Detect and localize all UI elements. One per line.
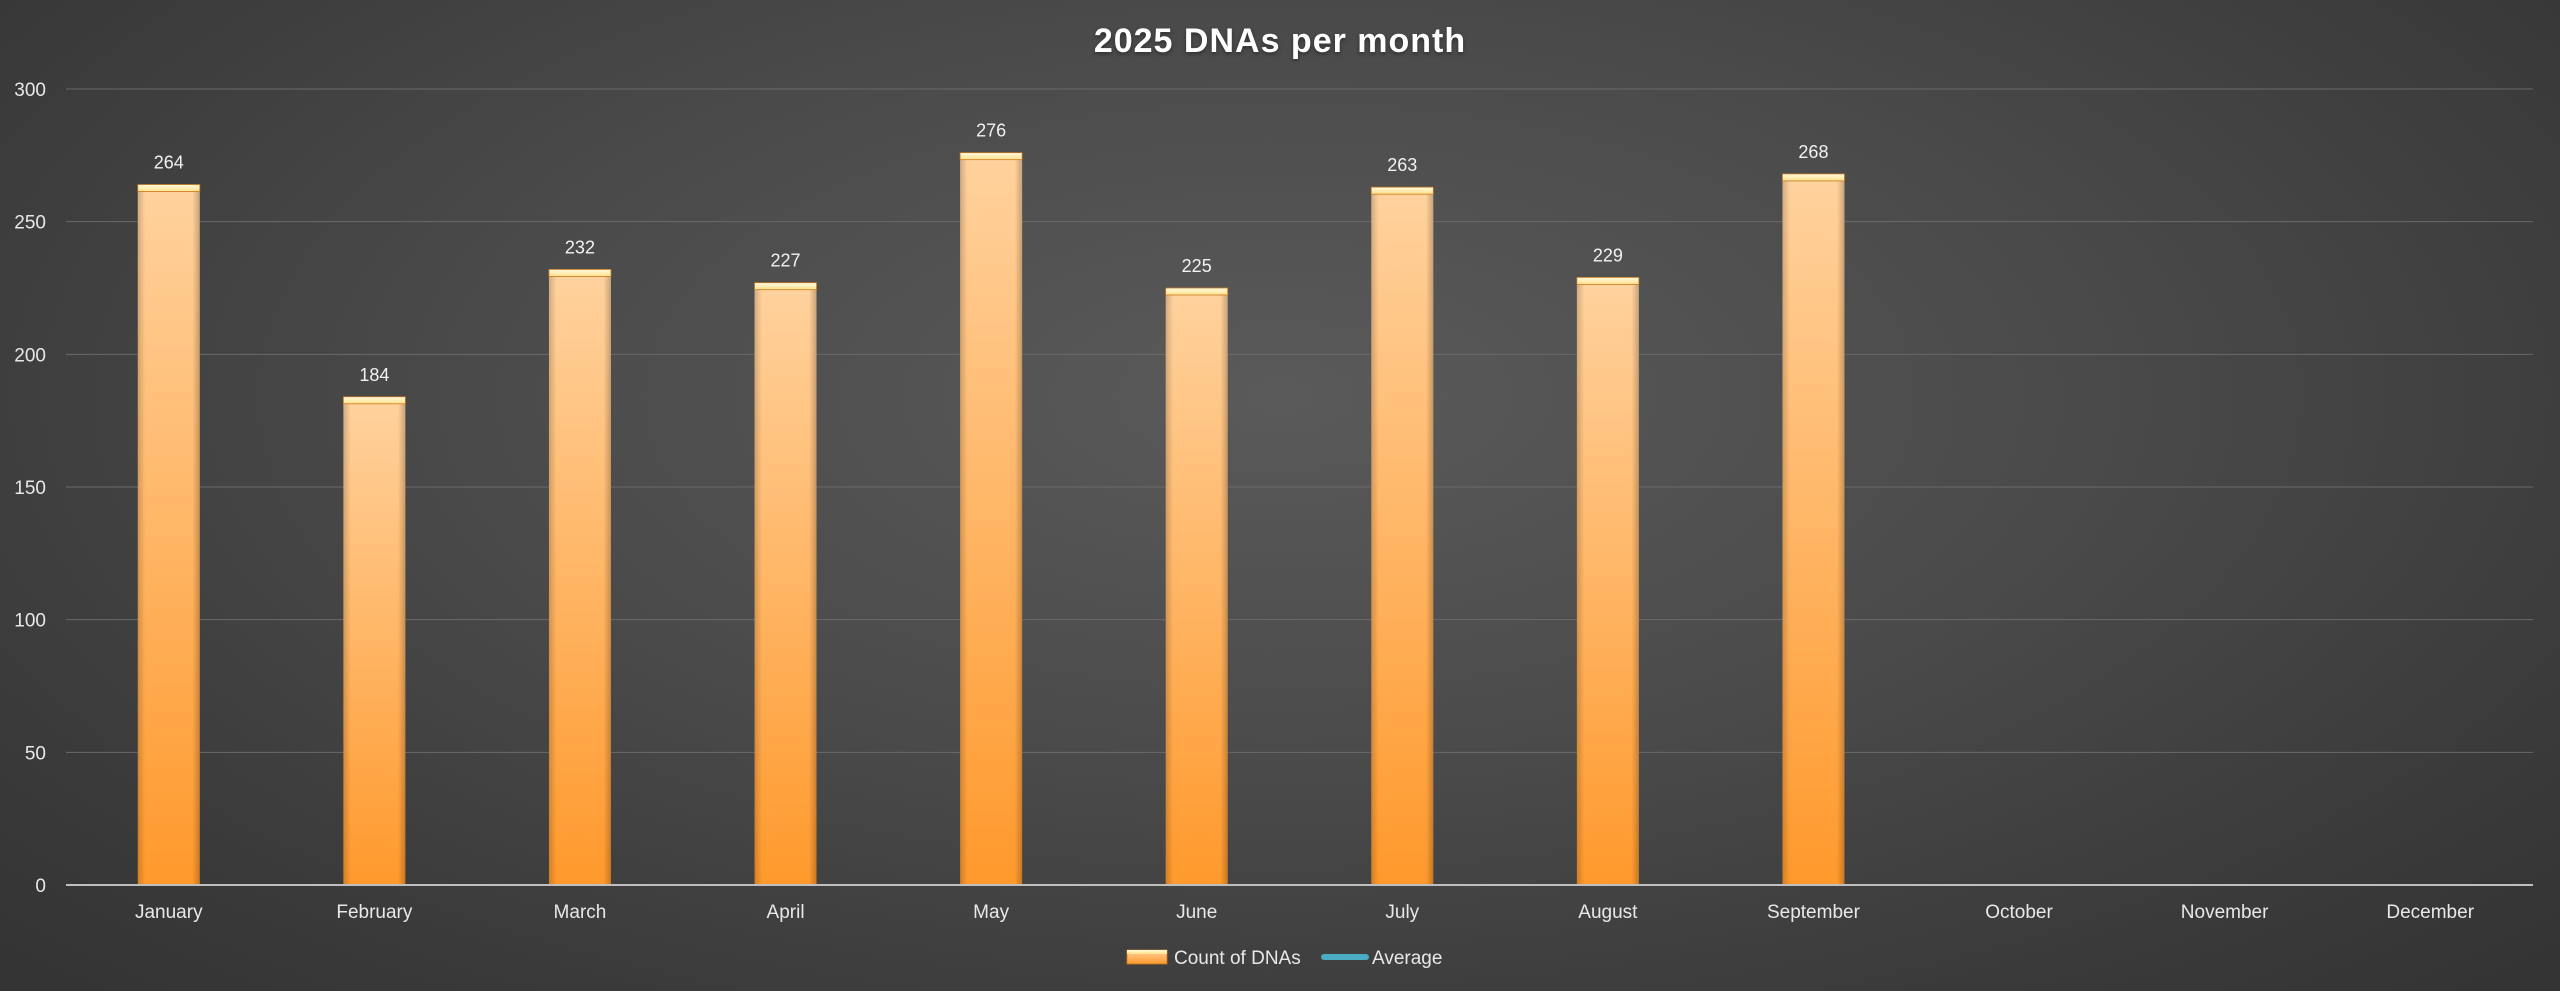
legend-item-average: Average [1321,948,1442,969]
bar-march [548,269,612,886]
legend-label-count: Count of DNAs [1174,948,1301,969]
y-tick-label: 150 [14,478,46,499]
x-tick-label: May [973,902,1009,923]
gridlines [66,88,2533,753]
bar-shade [754,282,817,885]
data-label: 184 [359,365,389,385]
data-labels: 264 184 232 227 276 225 263 229 268 [154,121,1829,385]
legend: Count of DNAs Average [1126,948,1442,969]
x-tick-label: June [1176,902,1217,923]
y-tick-label: 0 [35,876,46,897]
bar-august [1576,276,1640,885]
bar-cap [1165,287,1229,296]
data-label: 268 [1798,142,1828,162]
chart-title: 2025 DNAs per month [1093,22,1467,60]
legend-label-average: Average [1372,948,1442,969]
bar-cap [1370,186,1434,195]
x-tick-label: September [1767,902,1861,923]
bar-april [754,282,817,885]
x-tick-label: March [554,902,607,923]
bar-series [137,152,1845,886]
bar-shade [1782,173,1845,885]
x-tick-label: January [135,902,203,923]
x-tick-label: July [1385,902,1419,923]
bar-cap [1782,173,1845,182]
x-tick-label: February [336,902,413,923]
data-label: 229 [1593,245,1623,265]
bar-cap [342,396,406,405]
x-tick-label: October [1985,902,2053,923]
data-label: 263 [1387,155,1417,175]
legend-item-count: Count of DNAs [1126,948,1301,969]
bar-shade [1165,288,1228,885]
axes: 0 50 100 150 200 250 300 January February March Ap… [14,80,2533,923]
x-tick-label: December [2386,902,2474,923]
bar-cap [959,152,1023,161]
bar-shade [343,396,406,885]
legend-swatch-cap [1127,950,1167,954]
y-tick-label: 300 [14,80,46,101]
bar-shade [137,184,200,885]
bar-shade [1576,277,1639,885]
bar-july [1370,186,1434,885]
y-tick-label: 100 [14,611,46,632]
bar-cap [137,184,201,192]
data-label: 264 [154,153,184,173]
bar-september [1782,173,1845,885]
bar-shade [548,269,611,886]
x-tick-label: April [767,902,805,923]
y-tick-label: 250 [14,213,46,234]
bar-cap [1576,276,1640,285]
bar-cap [754,282,817,291]
bar-january [137,184,201,885]
bar-shade [1371,187,1434,885]
bar-may [959,152,1023,885]
bar-february [342,396,406,885]
bar-cap [548,269,612,277]
bar-shade [960,152,1023,885]
data-label: 225 [1182,256,1212,276]
y-tick-label: 200 [14,345,46,366]
y-tick-label: 50 [25,743,46,764]
x-tick-label: August [1578,902,1638,923]
bar-june [1165,287,1229,885]
data-label: 232 [565,237,595,257]
data-label: 276 [976,121,1006,141]
data-label: 227 [771,251,801,271]
x-tick-label: November [2181,902,2269,923]
